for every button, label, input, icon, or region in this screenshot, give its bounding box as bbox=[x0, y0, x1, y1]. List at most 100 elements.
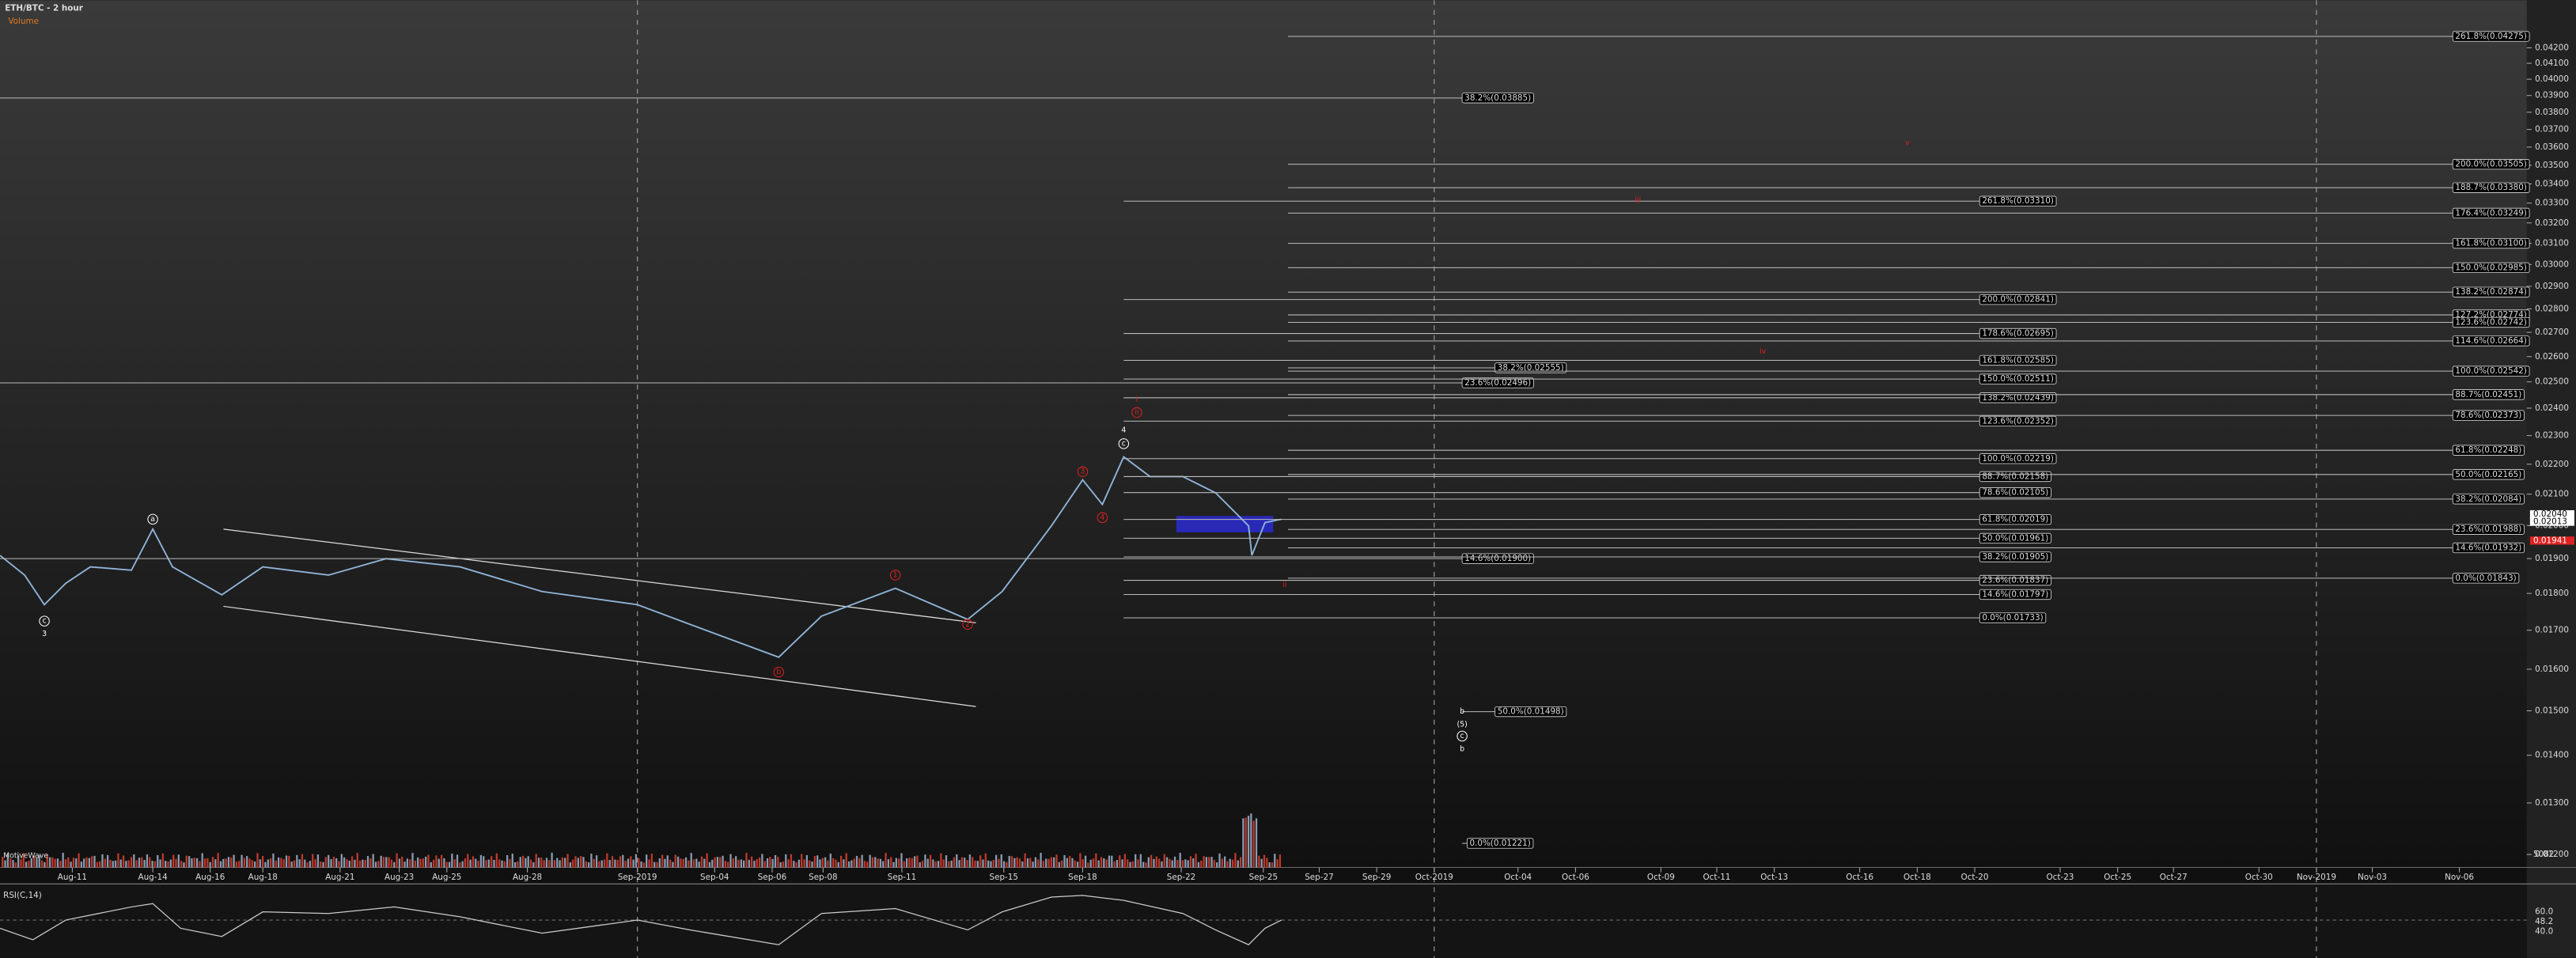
wave-label: c bbox=[1122, 439, 1126, 448]
wave-label: b bbox=[1460, 707, 1464, 716]
date-axis-label: Aug-16 bbox=[195, 873, 225, 882]
volume-bar bbox=[1034, 857, 1037, 868]
volume-bar bbox=[485, 860, 487, 868]
volume-bar bbox=[109, 859, 112, 868]
volume-bar bbox=[1218, 853, 1221, 868]
volume-bar bbox=[153, 861, 157, 868]
date-axis-label: Sep-08 bbox=[809, 873, 837, 882]
volume-bar bbox=[590, 854, 593, 868]
date-axis-label: Sep-27 bbox=[1305, 873, 1334, 882]
volume-bar bbox=[88, 858, 91, 868]
volume-bar bbox=[390, 859, 393, 868]
volume-bar bbox=[698, 861, 700, 868]
volume-bar bbox=[1037, 859, 1040, 868]
volume-bar bbox=[966, 860, 968, 868]
volume-bar bbox=[348, 861, 350, 868]
volume-bar bbox=[285, 855, 288, 868]
volume-bar bbox=[443, 858, 445, 868]
price-axis-label: 0.02600 bbox=[2535, 352, 2569, 362]
fib-label: 23.6%(0.02496) bbox=[1464, 378, 1531, 388]
volume-bar bbox=[427, 854, 430, 868]
volume-bar bbox=[503, 861, 506, 868]
volume-bar bbox=[1119, 855, 1121, 868]
fib-label-box bbox=[2452, 335, 2530, 346]
volume-bar bbox=[36, 858, 38, 868]
volume-bar bbox=[700, 856, 703, 868]
fib-label-box bbox=[1979, 487, 2051, 498]
fib-label: 161.8%(0.02585) bbox=[1982, 355, 2054, 365]
date-axis-label: Oct-16 bbox=[1846, 873, 1873, 882]
volume-bar bbox=[706, 853, 708, 868]
volume-bar bbox=[456, 854, 459, 868]
volume-bar bbox=[658, 858, 661, 868]
volume-bar bbox=[574, 856, 577, 868]
volume-bar bbox=[1097, 860, 1100, 868]
volume-bar bbox=[603, 859, 606, 868]
volume-bar bbox=[25, 861, 28, 868]
volume-bar bbox=[185, 855, 188, 868]
price-axis-label: 0.02400 bbox=[2535, 403, 2569, 413]
volume-bar bbox=[340, 854, 343, 868]
volume-bar bbox=[1100, 857, 1103, 868]
fib-label: 261.8%(0.03310) bbox=[1982, 196, 2054, 206]
date-axis-label: Oct-06 bbox=[1562, 873, 1589, 882]
price-axis-panel bbox=[2526, 0, 2576, 958]
volume-bar bbox=[78, 853, 80, 868]
volume-bar bbox=[819, 859, 821, 868]
date-axis-label: Oct-11 bbox=[1703, 873, 1731, 882]
volume-bar bbox=[593, 858, 595, 868]
volume-bar bbox=[926, 858, 929, 868]
volume-bar bbox=[719, 857, 722, 868]
volume-bar bbox=[498, 859, 501, 868]
volume-bar bbox=[1163, 854, 1165, 868]
fib-label-box bbox=[2452, 542, 2525, 554]
volume-bar bbox=[908, 858, 911, 868]
volume-bar bbox=[540, 858, 543, 868]
fib-label: 150.0%(0.02511) bbox=[1982, 374, 2054, 384]
volume-bar bbox=[866, 861, 869, 868]
rsi-series bbox=[0, 895, 1282, 945]
volume-bar bbox=[149, 857, 151, 868]
volume-bar bbox=[1226, 861, 1229, 868]
volume-bar bbox=[70, 861, 72, 868]
date-axis-label: Oct-30 bbox=[2245, 873, 2273, 882]
volume-bar bbox=[243, 858, 246, 868]
price-axis-label: 0.01200 bbox=[2535, 850, 2569, 859]
volume-bar bbox=[324, 857, 328, 868]
volume-bar bbox=[414, 860, 416, 868]
volume-bar bbox=[72, 858, 75, 868]
volume-bar bbox=[692, 859, 695, 868]
volume-bar bbox=[690, 853, 692, 868]
volume-bar bbox=[992, 860, 994, 868]
price-axis-label: 0.03700 bbox=[2535, 125, 2569, 134]
wave-label: 2 bbox=[965, 620, 970, 629]
volume-bar bbox=[885, 853, 887, 868]
volume-bar bbox=[1032, 861, 1034, 868]
price-axis-label: 0.03500 bbox=[2535, 161, 2569, 170]
volume-bar bbox=[976, 861, 979, 868]
price-tag-label: 0.01941 bbox=[2533, 536, 2567, 545]
volume-bar bbox=[275, 860, 277, 868]
price-axis-label: 0.02300 bbox=[2535, 431, 2569, 441]
volume-bar bbox=[809, 860, 811, 868]
wave-circle bbox=[1457, 730, 1468, 742]
wave-circle bbox=[1097, 512, 1108, 524]
fib-label-box bbox=[1494, 706, 1567, 718]
price-axis-label: 0.03400 bbox=[2535, 179, 2569, 188]
volume-bar bbox=[924, 854, 926, 868]
volume-bar bbox=[990, 861, 992, 868]
volume-bar bbox=[950, 860, 953, 868]
volume-bar bbox=[1089, 859, 1092, 868]
volume-bar bbox=[580, 856, 582, 868]
volume-bar bbox=[453, 859, 456, 868]
volume-bar bbox=[99, 861, 101, 868]
fib-label-box bbox=[1979, 514, 2051, 525]
volume-bar bbox=[1000, 854, 1002, 868]
volume-bar bbox=[93, 855, 96, 868]
volume-bar bbox=[382, 857, 385, 868]
volume-bar bbox=[1263, 854, 1266, 868]
date-axis-label: Sep-25 bbox=[1249, 873, 1279, 882]
volume-bar bbox=[114, 860, 117, 868]
date-axis-label: Sep-06 bbox=[758, 873, 787, 882]
volume-bar bbox=[1221, 858, 1223, 868]
